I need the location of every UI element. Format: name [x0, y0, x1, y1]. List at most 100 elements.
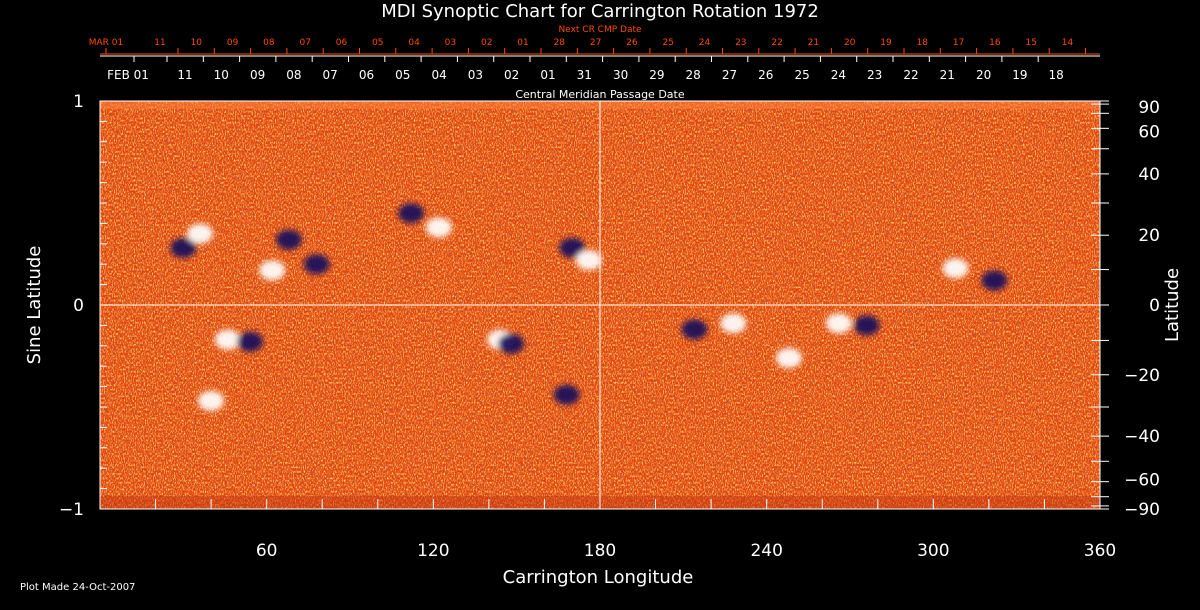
cmp-date-label: 30: [613, 68, 628, 82]
right-tick-label: 20: [1138, 226, 1160, 246]
right-tick-label: −60: [1124, 471, 1160, 491]
active-region-negative: [170, 237, 197, 258]
cmp-date-label: 19: [1012, 68, 1027, 82]
cmp-date-label: 06: [359, 68, 374, 82]
active-region-negative: [853, 315, 880, 336]
next-cr-date-label: MAR 01: [89, 38, 124, 48]
x-tick-label: 60: [256, 541, 278, 561]
active-region-positive: [214, 329, 241, 350]
right-tick-label: −40: [1124, 427, 1160, 447]
cmp-date-label: 11: [177, 68, 192, 82]
right-y-axis: 90 60 40 20 0 −20 −40 −60 −90: [1091, 98, 1160, 520]
active-region-negative: [681, 319, 708, 340]
x-tick-label: 180: [584, 541, 616, 561]
right-tick-label: 60: [1138, 122, 1160, 142]
next-cr-date-label: 26: [626, 38, 638, 48]
next-cr-date-label: 07: [299, 38, 310, 48]
cmp-date-label: 10: [214, 68, 229, 82]
next-cr-date-axis: MAR 01 11 10 09 08 07 06 05 04 03 02 01 28 27 26 25 24 23…: [89, 38, 1086, 54]
active-region-positive: [259, 260, 286, 281]
next-cr-date-label: 19: [880, 38, 892, 48]
cmp-date-label: 07: [323, 68, 338, 82]
next-cr-date-label: 23: [735, 38, 746, 48]
chart-title: MDI Synoptic Chart for Carrington Rotati…: [381, 1, 819, 22]
active-region-positive: [575, 250, 602, 271]
left-y-axis-label: Sine Latitude: [24, 246, 45, 365]
x-axis: 60 120 180 240 300 360: [155, 499, 1116, 561]
active-region-negative: [398, 203, 425, 224]
next-cr-date-label: 10: [191, 38, 203, 48]
right-tick-label: 90: [1138, 98, 1160, 118]
next-cr-date-label: 16: [989, 38, 1001, 48]
active-region-positive: [187, 223, 213, 244]
cmp-date-axis: FEB 01 11 10 09 08 07 06 05 04 03 02 01 31 30 29 28 27 26…: [107, 56, 1064, 82]
cmp-date-label: 09: [250, 68, 265, 82]
active-region-negative: [275, 229, 302, 250]
cmp-date-label: 27: [722, 68, 737, 82]
right-y-axis-label: Latitude: [1162, 268, 1183, 342]
next-cr-date-label: 27: [590, 38, 601, 48]
active-region-negative: [553, 384, 580, 405]
cmp-date-label: 22: [903, 68, 918, 82]
cmp-date-label: 28: [686, 68, 701, 82]
x-tick-label: 360: [1084, 541, 1116, 561]
right-tick-label: 0: [1149, 296, 1160, 316]
plot-made-footer: Plot Made 24-Oct-2007: [20, 582, 135, 593]
cmp-date-label: 18: [1049, 68, 1064, 82]
next-cr-date-label: 22: [771, 38, 782, 48]
next-cr-date-label: 17: [953, 38, 964, 48]
right-tick-label: 40: [1138, 165, 1160, 185]
active-region-positive: [720, 313, 747, 334]
active-region-positive: [775, 348, 802, 369]
next-cr-date-label: 05: [372, 38, 383, 48]
cmp-date-label: 26: [758, 68, 773, 82]
next-cr-date-label: 25: [662, 38, 673, 48]
cmp-date-label: 29: [649, 68, 664, 82]
cmp-date-label: 21: [940, 68, 955, 82]
cmp-date-label: 31: [577, 68, 592, 82]
active-region-negative: [498, 333, 525, 354]
next-cr-date-label: 03: [445, 38, 456, 48]
active-regions: [170, 203, 1008, 411]
cmp-date-label: 04: [431, 68, 446, 82]
active-region-negative: [559, 237, 586, 258]
active-region-positive: [942, 258, 969, 279]
next-cr-date-label: 20: [844, 38, 856, 48]
cmp-date-label: 25: [794, 68, 809, 82]
magnetogram-map: [100, 101, 1100, 509]
active-region-negative: [303, 254, 330, 275]
active-region-negative: [981, 270, 1008, 291]
cmp-date-label: 08: [286, 68, 301, 82]
cmp-date-label: 24: [831, 68, 846, 82]
next-cr-date-label: 02: [481, 38, 492, 48]
active-region-positive: [198, 390, 225, 411]
next-cr-date-label: 28: [554, 38, 566, 48]
cmp-date-label: 05: [395, 68, 410, 82]
right-tick-label: −90: [1124, 500, 1160, 520]
next-cr-date-label: 06: [336, 38, 348, 48]
next-cr-date-label: 11: [154, 38, 165, 48]
x-tick-label: 120: [417, 541, 449, 561]
left-tick-label: 1: [73, 92, 84, 112]
cmp-date-label: FEB 01: [107, 68, 149, 82]
next-cr-date-label: 04: [408, 38, 420, 48]
next-cr-date-label: 21: [808, 38, 819, 48]
next-cr-date-label: 08: [263, 38, 275, 48]
active-region-negative: [237, 331, 263, 352]
cmp-date-label: 03: [468, 68, 483, 82]
next-cr-date-label: 09: [227, 38, 239, 48]
x-axis-label: Carrington Longitude: [503, 567, 694, 588]
next-cr-date-label: 24: [699, 38, 711, 48]
next-cr-date-label: 01: [517, 38, 528, 48]
x-tick-label: 300: [917, 541, 949, 561]
next-cr-date-label: 14: [1062, 38, 1074, 48]
left-tick-label: 0: [73, 296, 84, 316]
x-tick-label: 240: [750, 541, 782, 561]
cmp-date-label: 23: [867, 68, 882, 82]
right-tick-label: −20: [1124, 366, 1160, 386]
cmp-axis-label: Central Meridian Passage Date: [515, 88, 684, 101]
next-cr-label: Next CR CMP Date: [558, 25, 642, 35]
next-cr-date-label: 15: [1025, 38, 1036, 48]
cmp-date-label: 01: [540, 68, 555, 82]
